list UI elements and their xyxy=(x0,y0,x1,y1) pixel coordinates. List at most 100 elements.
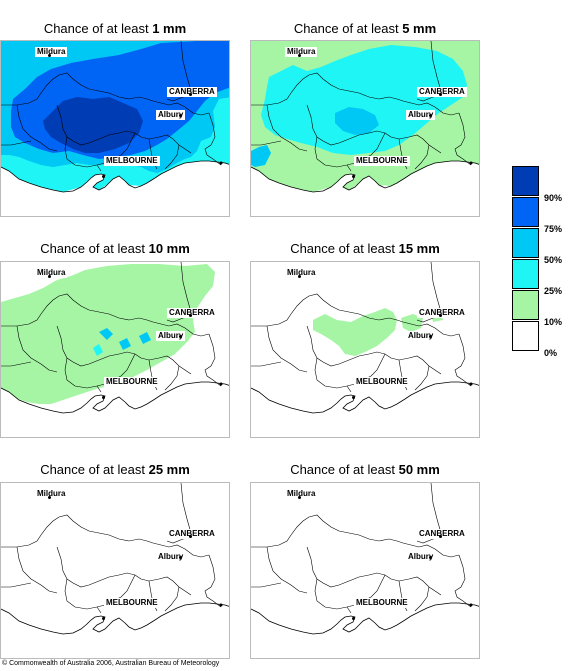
city-marker-mildura xyxy=(48,275,51,278)
region-boundary xyxy=(180,262,192,313)
region-boundary xyxy=(56,325,192,375)
region-boundary xyxy=(414,144,430,170)
region-boundary xyxy=(306,546,442,596)
city-label-canberra: CANBERRA xyxy=(167,529,217,539)
region-boundary xyxy=(306,325,442,375)
map-canvas xyxy=(251,41,479,216)
legend-label-90: 90% xyxy=(544,193,563,203)
legend-swatch-25 xyxy=(512,259,539,289)
shading-layer xyxy=(1,41,229,192)
city-label-albury: Albury xyxy=(406,331,436,341)
city-marker-canberra xyxy=(439,314,442,317)
map-1mm: Mildura CANBERRA Albury MELBOURNE xyxy=(0,40,230,217)
region-boundary xyxy=(180,41,192,92)
city-label-mildura: Mildura xyxy=(285,268,318,278)
probability-region xyxy=(313,308,397,356)
city-label-melbourne: MELBOURNE xyxy=(354,377,410,387)
region-boundary xyxy=(96,164,102,172)
region-boundary xyxy=(1,582,32,588)
city-label-mildura: Mildura xyxy=(35,268,68,278)
city-marker-melbourne xyxy=(102,617,105,620)
city-marker-melbourne xyxy=(352,617,355,620)
coastline xyxy=(1,160,229,193)
panel-title-10mm: Chance of at least 10 mm xyxy=(40,241,190,256)
region-boundary xyxy=(251,293,460,337)
region-boundary xyxy=(346,385,352,393)
city-marker-albury xyxy=(179,114,182,117)
region-boundary xyxy=(266,325,308,373)
city-label-canberra: CANBERRA xyxy=(417,308,467,318)
coastline xyxy=(1,381,229,414)
map-canvas xyxy=(1,41,229,216)
city-label-albury: Albury xyxy=(406,552,436,562)
region-boundary xyxy=(454,112,472,166)
sea-area xyxy=(1,382,229,437)
city-marker-canberra xyxy=(189,93,192,96)
region-boundary xyxy=(430,262,442,313)
region-boundary xyxy=(204,554,222,608)
region-boundary xyxy=(16,546,58,594)
map-canvas xyxy=(251,483,479,658)
region-boundary xyxy=(1,140,32,146)
sea-area xyxy=(1,603,229,658)
region-boundary xyxy=(204,333,222,387)
city-marker-melbourne xyxy=(352,175,355,178)
region-boundary xyxy=(96,385,102,393)
city-marker-mildura xyxy=(298,275,301,278)
region-boundary xyxy=(1,361,32,367)
region-boundary xyxy=(251,361,282,367)
cape-marker xyxy=(469,603,473,607)
panel-title-5mm: Chance of at least 5 mm xyxy=(293,21,437,36)
region-boundary xyxy=(314,353,386,389)
panel-title-25mm: Chance of at least 25 mm xyxy=(40,462,190,477)
coastline xyxy=(251,602,479,635)
region-boundary xyxy=(454,554,472,608)
city-marker-albury xyxy=(179,335,182,338)
panel-title-50mm: Chance of at least 50 mm xyxy=(290,462,440,477)
map-10mm: Mildura CANBERRA Albury MELBOURNE xyxy=(0,261,230,438)
city-marker-albury xyxy=(429,114,432,117)
legend-swatch-90 xyxy=(512,166,539,196)
legend-swatch-0 xyxy=(512,321,539,351)
probability-region xyxy=(139,332,151,344)
city-label-mildura: Mildura xyxy=(35,489,68,499)
city-marker-mildura xyxy=(48,496,51,499)
region-boundary xyxy=(346,164,352,172)
city-label-mildura: Mildura xyxy=(35,47,68,57)
map-canvas xyxy=(251,262,479,437)
legend-label-0: 0% xyxy=(544,348,558,358)
sea-area xyxy=(251,382,479,437)
region-boundary xyxy=(251,140,282,146)
region-boundary xyxy=(64,353,136,389)
map-15mm: Mildura CANBERRA Albury MELBOURNE xyxy=(250,261,480,438)
city-label-canberra: CANBERRA xyxy=(417,529,467,539)
city-marker-albury xyxy=(429,335,432,338)
legend-label-50: 50% xyxy=(544,255,563,265)
region-boundary xyxy=(64,132,136,168)
legend-swatch-10 xyxy=(512,290,539,320)
city-marker-melbourne xyxy=(352,396,355,399)
legend-label-10: 10% xyxy=(544,317,563,327)
region-boundary xyxy=(314,574,386,610)
probability-region xyxy=(251,145,271,167)
region-boundary xyxy=(96,606,102,614)
city-marker-canberra xyxy=(189,314,192,317)
coastline xyxy=(251,381,479,414)
probability-region xyxy=(93,344,103,356)
panel-title-15mm: Chance of at least 15 mm xyxy=(290,241,440,256)
city-label-mildura: Mildura xyxy=(285,47,318,57)
region-boundary xyxy=(414,586,430,612)
region-boundary xyxy=(454,333,472,387)
probability-region xyxy=(43,97,143,153)
cape-marker xyxy=(219,382,223,386)
region-boundary xyxy=(204,112,222,166)
region-boundary xyxy=(1,293,210,337)
region-boundary xyxy=(414,365,430,391)
city-label-melbourne: MELBOURNE xyxy=(354,156,410,166)
probability-region xyxy=(99,328,113,340)
cape-marker xyxy=(219,161,223,165)
city-label-canberra: CANBERRA xyxy=(167,87,217,97)
coastline xyxy=(1,602,229,635)
region-boundary xyxy=(266,104,308,152)
region-boundary xyxy=(251,72,460,116)
